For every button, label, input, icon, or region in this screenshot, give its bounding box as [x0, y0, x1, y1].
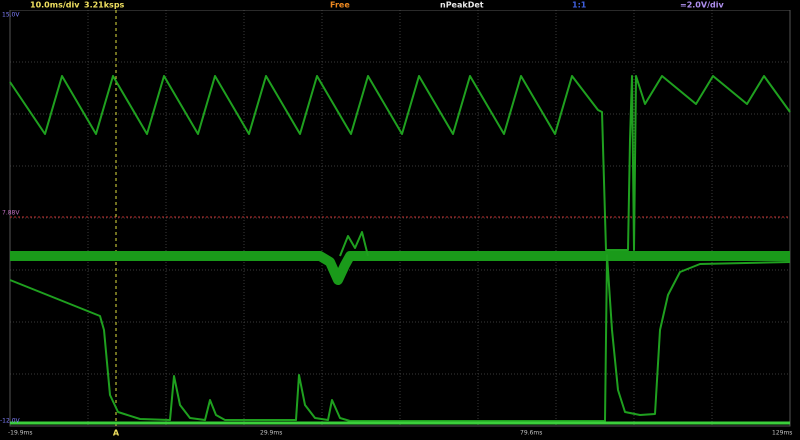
- acquisition-mode: nPeakDet: [440, 1, 484, 10]
- time-label: 79.6ms: [520, 430, 542, 437]
- probe-ratio: 1:1: [572, 1, 587, 10]
- channel-3-trace: [9, 254, 791, 422]
- time-label: -19.9ms: [8, 430, 33, 437]
- time-label: 29.9ms: [260, 430, 282, 437]
- trigger-mode: Free: [330, 1, 350, 10]
- channel-2-trace: [10, 251, 790, 285]
- grid: [10, 10, 790, 426]
- trigger-marker: A: [113, 429, 120, 438]
- status-bar: [0, 0, 800, 10]
- time-label: 129ms: [772, 430, 792, 437]
- timebase: 10.0ms/div: [30, 1, 80, 10]
- bottom-voltage-label: -12.0V: [0, 418, 21, 425]
- channel-2-blip: [339, 231, 369, 257]
- sample-rate: 3.21ksps: [84, 1, 125, 10]
- channel-1-trace: [9, 75, 791, 251]
- trigger-level-label: 7.88V: [2, 210, 20, 217]
- top-voltage-label: 15.0V: [2, 12, 20, 19]
- vertical-scale: =2.0V/div: [680, 1, 724, 10]
